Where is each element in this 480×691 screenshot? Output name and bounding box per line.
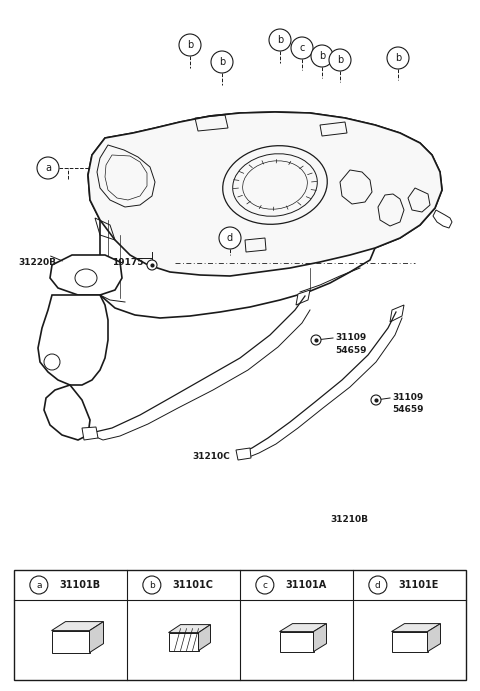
Circle shape [219, 227, 241, 249]
Text: b: b [277, 35, 283, 45]
Polygon shape [279, 623, 326, 632]
Text: b: b [219, 57, 225, 67]
Circle shape [256, 576, 274, 594]
Text: c: c [263, 580, 267, 589]
Text: 31210B: 31210B [330, 515, 368, 524]
Polygon shape [44, 385, 90, 440]
Polygon shape [296, 290, 310, 305]
Text: a: a [45, 163, 51, 173]
Text: 31210C: 31210C [192, 452, 230, 461]
Polygon shape [168, 632, 199, 651]
Bar [14, 570, 466, 680]
Text: 31220B: 31220B [18, 258, 56, 267]
Polygon shape [51, 631, 89, 652]
Polygon shape [390, 305, 404, 322]
Text: 31101E: 31101E [398, 580, 439, 590]
Text: b: b [337, 55, 343, 65]
Text: 31101C: 31101C [172, 580, 213, 590]
Polygon shape [88, 112, 442, 318]
Circle shape [147, 260, 157, 270]
Text: a: a [36, 580, 42, 589]
Polygon shape [428, 623, 441, 652]
Circle shape [387, 47, 409, 69]
Text: d: d [375, 580, 381, 589]
Polygon shape [392, 623, 441, 632]
Polygon shape [236, 448, 251, 460]
Circle shape [269, 29, 291, 51]
Polygon shape [279, 632, 313, 652]
Circle shape [291, 37, 313, 59]
Polygon shape [392, 632, 428, 652]
Polygon shape [50, 255, 122, 295]
Text: d: d [227, 233, 233, 243]
Polygon shape [51, 622, 104, 631]
Circle shape [37, 157, 59, 179]
Text: 19175: 19175 [112, 258, 144, 267]
Text: b: b [395, 53, 401, 63]
Circle shape [369, 576, 387, 594]
Text: 31109: 31109 [335, 333, 366, 342]
Text: c: c [300, 43, 305, 53]
Circle shape [179, 34, 201, 56]
Circle shape [211, 51, 233, 73]
Circle shape [30, 576, 48, 594]
Polygon shape [89, 622, 104, 652]
Circle shape [371, 395, 381, 405]
Text: b: b [149, 580, 155, 589]
Polygon shape [38, 295, 108, 385]
Text: 31109: 31109 [392, 393, 423, 402]
Polygon shape [82, 427, 98, 440]
Text: 54659: 54659 [335, 346, 367, 355]
Polygon shape [313, 623, 326, 652]
Text: b: b [187, 40, 193, 50]
Circle shape [329, 49, 351, 71]
Text: 54659: 54659 [392, 405, 423, 414]
Circle shape [143, 576, 161, 594]
Polygon shape [199, 625, 211, 651]
Circle shape [311, 335, 321, 345]
Text: 31101A: 31101A [285, 580, 326, 590]
Circle shape [311, 45, 333, 67]
Polygon shape [88, 112, 442, 276]
Polygon shape [168, 625, 211, 632]
Text: 31101B: 31101B [59, 580, 100, 590]
Text: b: b [319, 51, 325, 61]
